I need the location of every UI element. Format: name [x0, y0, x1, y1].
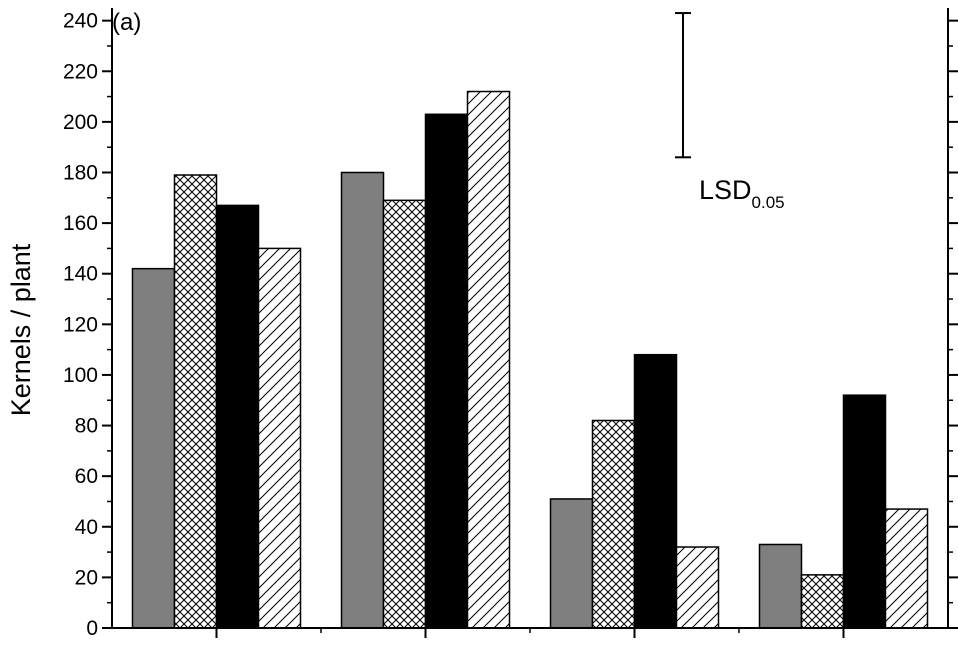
y-tick-label: 100: [63, 364, 98, 387]
bar-group1-series3: [215, 204, 260, 629]
y-tick-label: 60: [75, 465, 98, 488]
lsd-label-subscript: 0.05: [752, 193, 785, 212]
bar-group1-series1: [131, 267, 176, 629]
y-tick-label: 120: [63, 313, 98, 336]
y-tick-label: 140: [63, 263, 98, 286]
bar-group3-series1: [549, 498, 594, 629]
bar-group2-series2: [382, 199, 427, 629]
y-tick-label: 20: [75, 566, 98, 589]
y-tick-label: 220: [63, 60, 98, 83]
bar-group3-series2: [591, 419, 636, 629]
lsd-label-main: LSD: [699, 175, 752, 205]
y-tick-label: 0: [86, 617, 98, 640]
bar-group2-series1: [340, 171, 385, 629]
bar-group1-series4: [257, 247, 302, 629]
y-tick-label: 240: [63, 10, 98, 33]
lsd-error-bar: [675, 12, 691, 159]
bar-group1-series2: [173, 174, 218, 629]
y-tick-label: 160: [63, 212, 98, 235]
y-axis-title: Kernels / plant: [6, 243, 36, 416]
bar-group2-series3: [424, 113, 469, 629]
bar-group4-series3: [842, 394, 887, 629]
bar-group4-series2: [800, 574, 845, 629]
bar-group4-series4: [884, 508, 929, 629]
bar-group3-series3: [633, 353, 678, 629]
y-tick-label: 180: [63, 161, 98, 184]
bar-group3-series4: [675, 546, 720, 629]
bar-group4-series1: [758, 543, 803, 629]
bars: [131, 90, 929, 629]
axes: 0 20 40 60 80 100 120 140 160 180 200 220 240: [63, 8, 958, 640]
bar-group2-series4: [466, 90, 511, 629]
lsd-label: LSD0.05: [699, 175, 785, 212]
y-tick-label: 80: [75, 415, 98, 438]
panel-label: (a): [112, 9, 141, 36]
y-tick-label: 40: [75, 516, 98, 539]
y-tick-label: 200: [63, 111, 98, 134]
